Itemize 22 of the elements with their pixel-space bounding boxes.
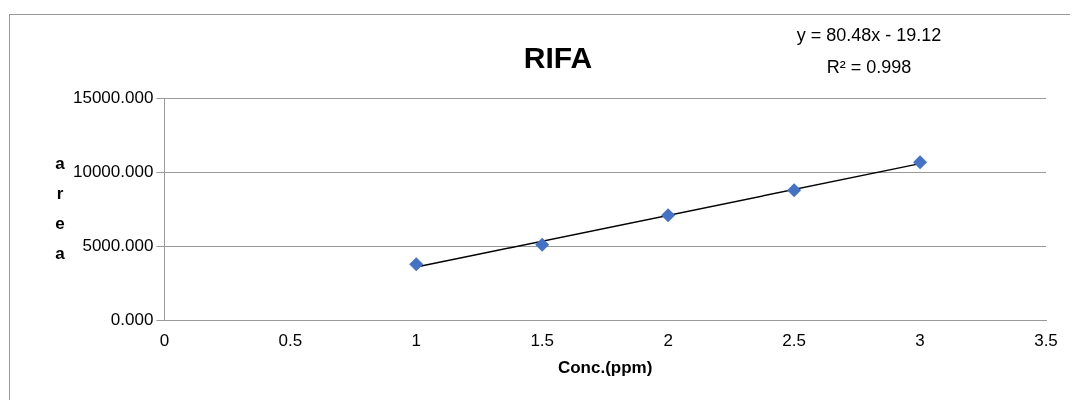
x-tick-label: 2.5	[782, 331, 806, 351]
y-tick-label: 15000.000	[72, 87, 154, 107]
y-tick-label: 10000.000	[72, 161, 154, 181]
chart-title: RIFA	[523, 41, 593, 75]
x-tick-label: 3.5	[1034, 331, 1058, 351]
text: y = 80.48x - 19.12	[796, 24, 942, 45]
x-axis-title: Conc.(ppm)	[557, 358, 653, 378]
x-tick-label: 3	[915, 331, 925, 351]
point	[535, 237, 550, 252]
point	[787, 183, 802, 198]
x-tick-label: 2	[663, 331, 673, 351]
x-tick-label: 0.5	[278, 331, 303, 351]
x-tick-label: 1.5	[530, 331, 555, 351]
point	[913, 155, 928, 170]
point	[661, 208, 676, 223]
y-axis-title: area	[55, 153, 66, 263]
text: R² = 0.998	[826, 56, 912, 77]
y-tick-label: 0.000	[110, 309, 154, 329]
x-tick-label: 1	[411, 331, 421, 351]
point	[409, 257, 424, 272]
y-tick-label: 5000.000	[82, 235, 154, 255]
x-tick-label: 0	[159, 331, 170, 351]
